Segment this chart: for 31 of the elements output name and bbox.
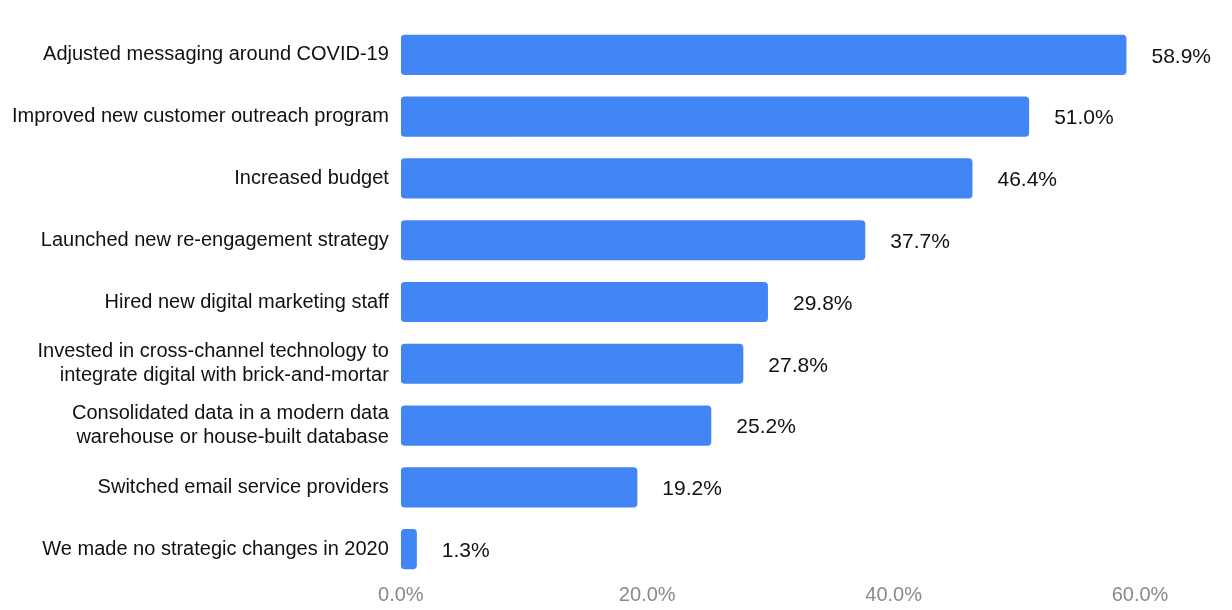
bar bbox=[400, 220, 866, 261]
bar bbox=[400, 281, 768, 323]
x-tick-label: 20.0% bbox=[618, 582, 676, 605]
y-tick-label: Adjusted messaging around COVID-19 bbox=[43, 42, 389, 65]
x-tick-label: 40.0% bbox=[865, 582, 923, 605]
data-label: 51.0% bbox=[1054, 105, 1114, 129]
y-tick-label: Invested in cross-channel technology to integrate digital with brick-and-mortar bbox=[37, 339, 390, 386]
bar bbox=[400, 158, 973, 199]
x-tick-label: 0.0% bbox=[378, 582, 424, 605]
data-label: 46.4% bbox=[997, 167, 1057, 191]
y-tick-label: Launched new re-engagement strategy bbox=[40, 227, 389, 250]
y-tick-label: Switched email service providers bbox=[97, 474, 389, 497]
data-label: 19.2% bbox=[662, 476, 722, 500]
y-tick-label: Hired new digital marketing staff bbox=[104, 289, 390, 312]
bar bbox=[400, 467, 638, 508]
data-label: 29.8% bbox=[792, 290, 853, 314]
data-label: 25.2% bbox=[736, 414, 796, 438]
bar bbox=[400, 529, 417, 570]
bar bbox=[400, 96, 1030, 137]
bar bbox=[400, 34, 1127, 75]
y-tick-label: Improved new customer outreach program bbox=[11, 104, 389, 127]
y-tick-label: We made no strategic changes in 2020 bbox=[42, 536, 389, 559]
bar bbox=[400, 405, 712, 446]
data-label: 58.9% bbox=[1151, 43, 1211, 67]
y-tick-label: Increased budget bbox=[234, 165, 390, 188]
data-label: 37.7% bbox=[890, 229, 950, 253]
bar bbox=[400, 343, 744, 384]
data-label: 27.8% bbox=[768, 352, 828, 376]
x-tick-label: 60.0% bbox=[1111, 582, 1169, 605]
y-tick-label: Consolidated data in a modern data warehouse or house-built database bbox=[71, 401, 390, 448]
data-label: 1.3% bbox=[441, 537, 490, 561]
